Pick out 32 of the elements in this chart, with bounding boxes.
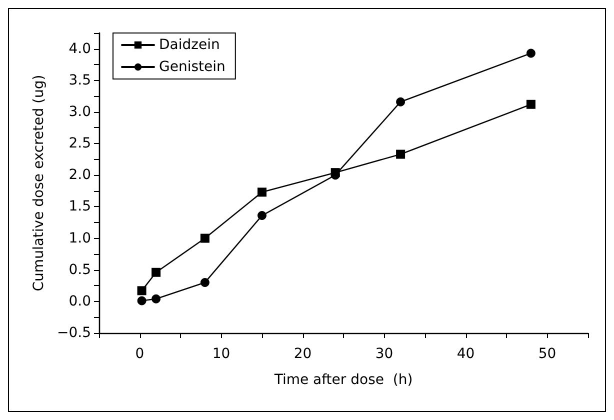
- y-tick-label: 4.0: [68, 40, 91, 57]
- point: [137, 286, 146, 296]
- y-tick-label: 3.0: [68, 104, 91, 120]
- y-tick-label: 2.0: [68, 167, 91, 184]
- y-tick-label: 0.5: [68, 262, 91, 278]
- point: [200, 234, 210, 243]
- point: [526, 48, 536, 58]
- y-tick-label: 1.0: [68, 230, 91, 246]
- x-tick-label: 10: [212, 346, 230, 362]
- y-tick-label: 0.0: [68, 293, 91, 310]
- legend-label: Daidzein: [159, 37, 220, 53]
- point: [396, 150, 406, 159]
- point: [258, 211, 266, 220]
- x-tick-label: 20: [294, 346, 312, 362]
- y-tick-label: 2.5: [68, 136, 91, 152]
- point: [200, 278, 210, 287]
- point: [526, 100, 536, 109]
- point: [152, 294, 161, 304]
- x-tick-label: 50: [538, 346, 556, 362]
- x-axis-title: Time after dose (h): [273, 372, 413, 388]
- y-tick-label: −0.5: [57, 325, 91, 341]
- legend-label: Genistein: [159, 59, 226, 75]
- point: [258, 188, 266, 197]
- y-tick-label: 3.5: [68, 72, 91, 88]
- x-tick-label: 0: [135, 346, 144, 362]
- point: [137, 296, 146, 306]
- y-tick-label: 1.5: [68, 198, 91, 215]
- x-tick-label: 40: [456, 346, 475, 362]
- point: [152, 268, 161, 277]
- x-tick-label: 30: [375, 346, 394, 362]
- point: [396, 97, 406, 106]
- y-axis-title: Cumulative dose excreted (ug): [31, 74, 48, 292]
